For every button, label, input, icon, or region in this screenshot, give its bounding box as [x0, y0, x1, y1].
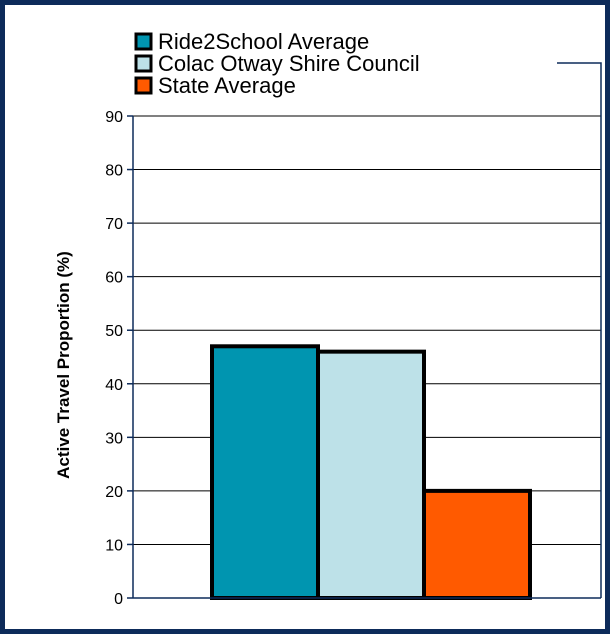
legend-label-ride2school-average: Ride2School Average: [158, 29, 369, 54]
bar-state-average: [422, 488, 532, 600]
y-tick-label-60: 60: [105, 270, 123, 287]
y-tick-labels: 0 10 20 30 40 50 60 70 80 90: [105, 109, 123, 608]
bar-colac-otway-shire-council: [316, 349, 426, 600]
legend-swatch-ride2school-average: [134, 32, 153, 51]
y-tick-label-70: 70: [105, 216, 123, 233]
y-tick-label-80: 80: [105, 163, 123, 180]
legend-label-state-average: State Average: [158, 73, 296, 98]
bar-chart: 0 10 20 30 40 50 60 70 80 90 Active Travel Propor…: [54, 29, 602, 608]
bar-ride2school-average: [210, 344, 320, 600]
legend-swatch-state-average: [134, 76, 153, 95]
legend-label-colac-otway-shire-council: Colac Otway Shire Council: [158, 51, 420, 76]
y-tick-label-20: 20: [105, 484, 123, 501]
y-tick-label-90: 90: [105, 109, 123, 126]
y-tick-label-0: 0: [114, 591, 123, 608]
y-tick-label-50: 50: [105, 323, 123, 340]
plot-border-right: [557, 62, 602, 598]
y-tick-label-10: 10: [105, 537, 123, 554]
y-tick-label-40: 40: [105, 377, 123, 394]
y-tick-label-30: 30: [105, 430, 123, 447]
legend-swatch-colac-otway-shire-council: [134, 54, 153, 73]
y-axis-title: Active Travel Proportion (%): [54, 251, 73, 479]
axes: [127, 62, 602, 599]
